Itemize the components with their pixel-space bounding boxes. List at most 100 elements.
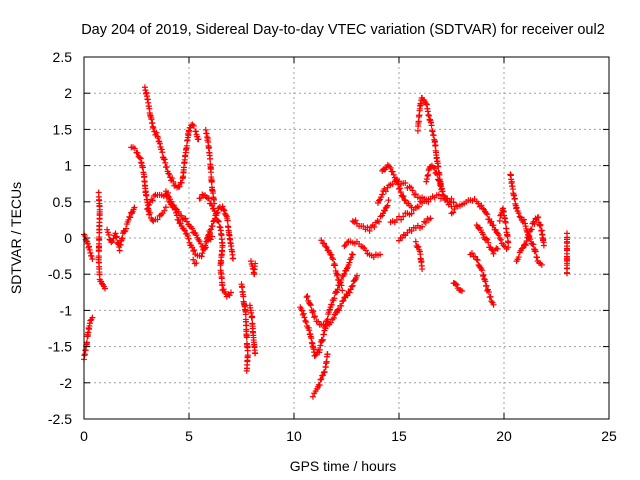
data-point [173, 212, 180, 219]
data-point [431, 165, 438, 172]
data-point [301, 314, 308, 321]
data-point [511, 195, 518, 202]
data-point [163, 164, 170, 171]
data-point [316, 382, 323, 389]
data-point [151, 193, 157, 200]
data-point [480, 231, 486, 238]
data-point [535, 214, 542, 221]
data-point [394, 178, 401, 185]
data-point [334, 271, 341, 278]
data-point [504, 233, 511, 240]
data-point [217, 262, 224, 269]
data-point [105, 231, 112, 238]
y-tick-label: 0 [64, 230, 72, 246]
data-point [334, 286, 341, 293]
data-point [453, 281, 460, 288]
data-point [121, 228, 128, 235]
data-point [207, 229, 213, 236]
data-point [337, 279, 344, 286]
data-point [220, 206, 227, 213]
data-point [147, 209, 154, 216]
data-point [162, 204, 169, 211]
data-point [311, 314, 318, 321]
y-axis-label: SDTVAR / TECUs [8, 182, 24, 294]
data-point [487, 293, 494, 300]
data-point [175, 217, 182, 224]
x-axis-label: GPS time / hours [290, 458, 397, 474]
data-point [412, 238, 419, 245]
data-point [189, 225, 196, 232]
y-tick-label: -2.5 [48, 411, 72, 427]
data-point [209, 223, 216, 230]
data-point [400, 193, 407, 200]
y-tick-label: -0.5 [48, 266, 72, 282]
y-tick-label: 0.5 [53, 194, 73, 210]
data-point [480, 205, 486, 212]
data-point [348, 283, 355, 290]
data-point [494, 245, 501, 252]
data-point [483, 210, 490, 217]
data-point [385, 197, 392, 204]
data-point [522, 242, 529, 249]
y-tick-label: 1.5 [53, 121, 73, 137]
data-point [222, 212, 229, 219]
data-point [207, 155, 214, 162]
data-point [167, 198, 174, 205]
data-point [479, 267, 486, 274]
data-point [172, 206, 179, 213]
data-point [310, 308, 317, 315]
data-point [146, 201, 153, 208]
x-tick-label: 5 [185, 428, 193, 444]
data-point [360, 223, 367, 230]
data-point [459, 288, 465, 295]
data-point [321, 368, 328, 375]
data-point [502, 219, 509, 226]
data-point [195, 136, 202, 143]
data-point [352, 217, 359, 224]
data-point [516, 213, 523, 220]
data-point [419, 266, 426, 273]
data-point [483, 282, 490, 289]
data-point [437, 181, 444, 188]
data-point [485, 289, 492, 296]
data-point [448, 195, 455, 202]
data-point [338, 282, 345, 289]
data-point [303, 294, 310, 301]
data-point [104, 226, 111, 233]
data-point [339, 287, 346, 294]
data-point [102, 285, 108, 292]
data-point [249, 314, 256, 321]
data-point [341, 243, 348, 250]
data-point [322, 243, 329, 250]
x-tick-label: 20 [496, 428, 512, 444]
data-point [98, 280, 105, 287]
data-point [214, 217, 221, 224]
data-point [113, 233, 120, 240]
data-point [307, 302, 314, 309]
data-point [419, 223, 426, 230]
data-point [312, 313, 318, 320]
data-point [110, 235, 117, 242]
y-axis-ticks: -2.5 -2 -1.5 -1 -0.5 0 0.5 1 1.5 2 2.5 [48, 49, 609, 427]
data-point [84, 240, 91, 247]
data-point [208, 178, 215, 185]
chart-title: Day 204 of 2019, Sidereal Day-to-day VTE… [81, 22, 605, 38]
data-point [427, 215, 434, 222]
data-point [349, 282, 356, 289]
data-point [220, 286, 227, 293]
data-point [408, 228, 415, 235]
data-point [182, 215, 189, 222]
x-tick-label: 15 [391, 428, 407, 444]
y-tick-label: -1 [60, 302, 73, 318]
data-point [169, 175, 176, 182]
data-point [185, 235, 192, 242]
data-point [324, 351, 331, 358]
data-point [333, 289, 340, 296]
data-point [522, 223, 529, 230]
data-point [194, 133, 201, 140]
data-point [178, 179, 185, 186]
data-point [538, 261, 545, 268]
data-point [513, 204, 520, 211]
data-point [198, 253, 205, 260]
data-point [400, 213, 407, 220]
